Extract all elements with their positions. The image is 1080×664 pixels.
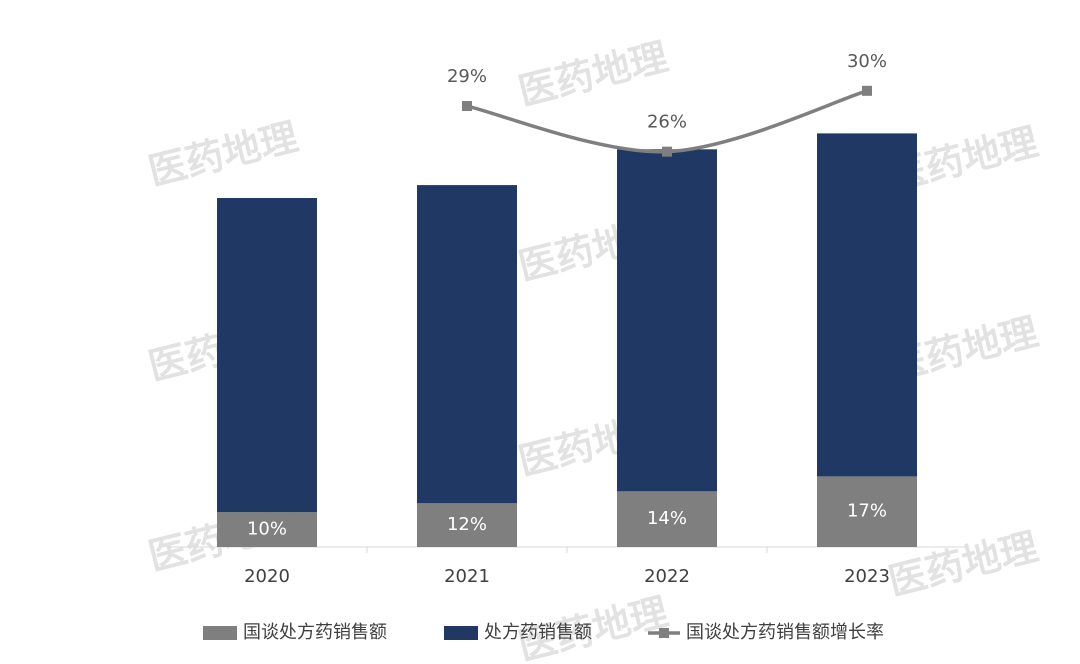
- bar-segment: [617, 491, 717, 547]
- data-label: 26%: [647, 112, 687, 133]
- bar-segment: [417, 503, 517, 547]
- bar-segment: [817, 476, 917, 547]
- x-tick-label: 2022: [644, 566, 690, 587]
- bar-segment: [217, 198, 317, 513]
- marker: [662, 146, 672, 157]
- marker: [862, 85, 872, 96]
- legend-label: 处方药销售额: [484, 622, 592, 643]
- bar-segment: [817, 133, 917, 477]
- bar-segment: [217, 512, 317, 547]
- legend-symbol: [444, 626, 478, 640]
- legend-label: 国谈处方药销售额: [243, 622, 387, 643]
- watermark: 医药地理: [144, 114, 302, 193]
- watermark: 医药地理: [514, 34, 672, 113]
- x-tick-label: 2020: [244, 566, 290, 587]
- data-label: 14%: [647, 508, 687, 529]
- x-tick-label: 2023: [844, 566, 890, 587]
- data-label: 30%: [847, 51, 887, 72]
- bar-segment: [617, 149, 717, 492]
- data-label: 17%: [847, 501, 887, 522]
- data-label: 12%: [447, 514, 487, 535]
- marker: [462, 101, 472, 112]
- legend-symbol: [203, 626, 237, 640]
- legend-label: 国谈处方药销售额增长率: [686, 622, 884, 643]
- data-label: 29%: [447, 66, 487, 87]
- data-label: 10%: [247, 519, 287, 540]
- legend-symbol: [659, 628, 669, 638]
- bar-segment: [417, 185, 517, 504]
- x-tick-label: 2021: [444, 566, 490, 587]
